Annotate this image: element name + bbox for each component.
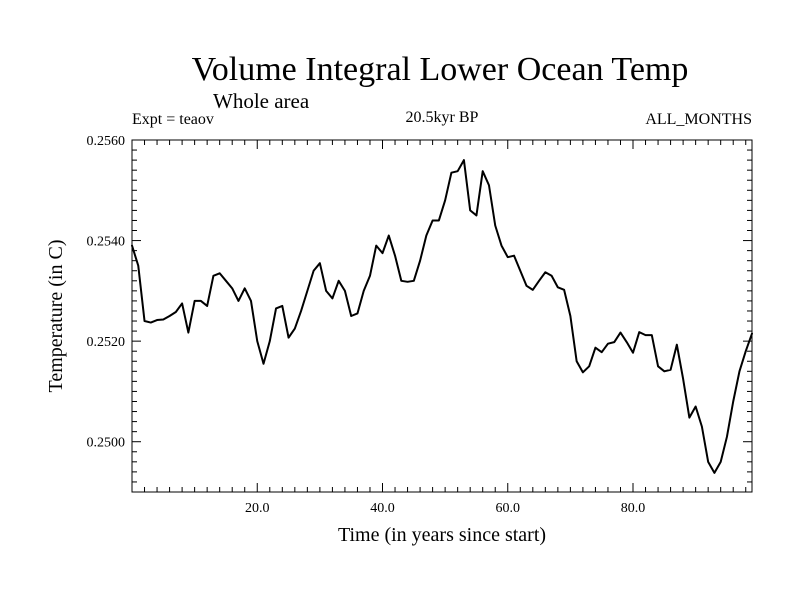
x-tick-label: 60.0 (496, 501, 521, 516)
x-tick-label: 20.0 (245, 501, 270, 516)
y-tick-label: 0.2500 (87, 436, 126, 451)
y-tick-label: 0.2520 (87, 335, 126, 350)
y-axis: 0.2500 0.2520 0.2540 0.2560 (87, 134, 752, 483)
months-label: ALL_MONTHS (645, 111, 752, 128)
y-tick-label: 0.2540 (87, 235, 126, 250)
x-tick-label: 80.0 (621, 501, 646, 516)
series-layer (131, 159, 753, 474)
experiment-label: Expt = teaov (132, 111, 214, 128)
period-label: 20.5kyr BP (406, 109, 479, 126)
x-tick-label: 40.0 (370, 501, 395, 516)
x-axis-label: Time (in years since start) (338, 524, 546, 546)
plot-frame (131, 139, 753, 493)
y-axis-label: Temperature (in C) (45, 240, 67, 393)
chart-subtitle: Whole area (213, 89, 310, 113)
chart-title: Volume Integral Lower Ocean Temp (192, 51, 689, 88)
x-axis: 20.0 40.0 60.0 80.0 (144, 140, 747, 516)
series-line (131, 159, 753, 474)
y-tick-label: 0.2560 (87, 134, 126, 149)
